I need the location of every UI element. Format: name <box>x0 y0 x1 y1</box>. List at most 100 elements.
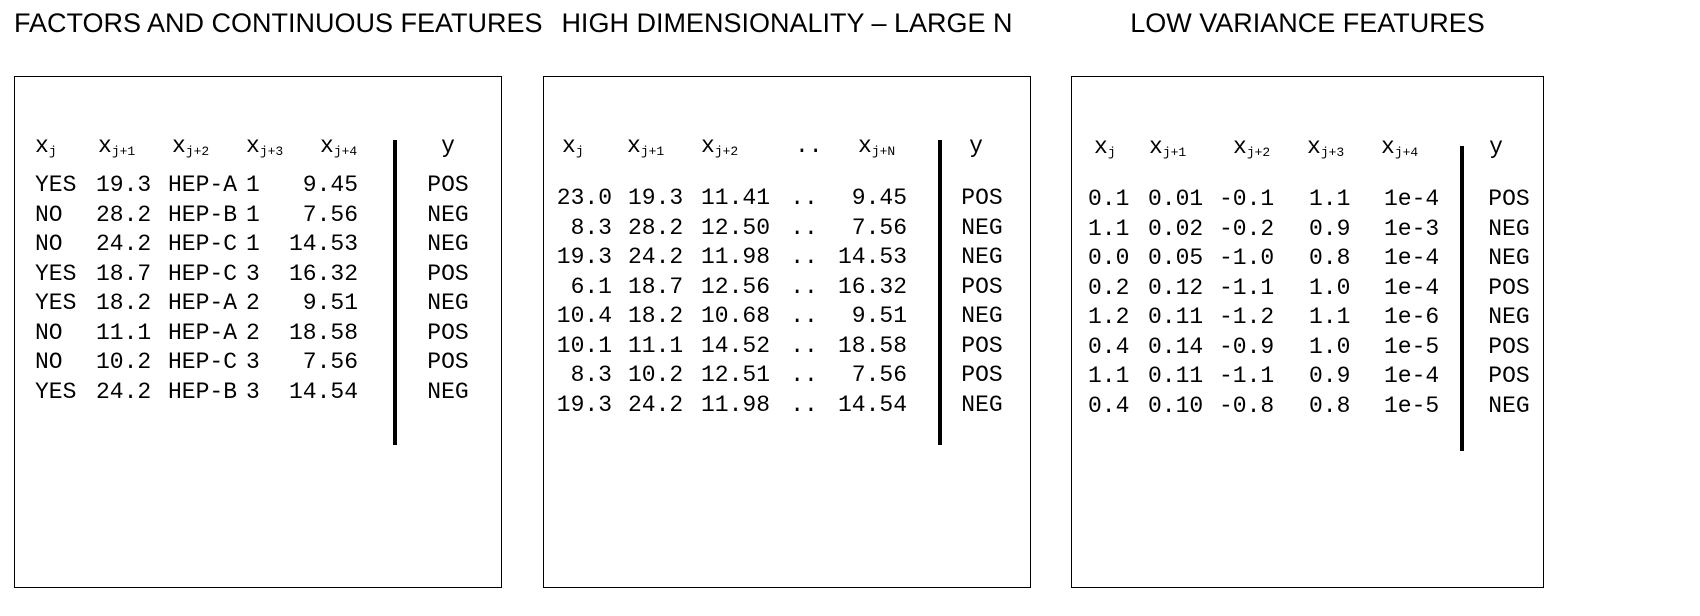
feature-value-cell: .. <box>790 391 818 418</box>
feature-value-cell: NO <box>35 231 63 257</box>
header-symbol: x <box>35 133 49 159</box>
feature-value-cell: 9.45 <box>302 172 358 198</box>
feature-value-cell: 1.0 <box>1309 333 1351 360</box>
feature-value-cell: .. <box>790 273 818 300</box>
feature-value-cell: 0.12 <box>1148 274 1204 301</box>
feature-value-cell: 0.10 <box>1148 392 1204 419</box>
feature-value-cell: 0.8 <box>1309 392 1351 419</box>
feature-value-cell: 18.2 <box>96 290 152 316</box>
feature-value-cell: -1.1 <box>1219 363 1275 389</box>
feature-value-cell: 1.1 <box>1088 363 1130 389</box>
feature-value-cell: 10.4 <box>556 303 612 329</box>
feature-value-cell: 0.0 <box>1088 245 1130 271</box>
feature-value-cell: 1.0 <box>1309 274 1351 301</box>
target-separator-line <box>1460 146 1464 451</box>
feature-value-cell: 0.11 <box>1148 363 1204 389</box>
feature-value-cell: -0.2 <box>1219 215 1275 242</box>
panel-title-factors: FACTORS AND CONTINUOUS FEATURES <box>14 8 543 38</box>
feature-value-cell: 1 <box>246 231 260 257</box>
feature-column-header: xj+1 <box>627 133 664 159</box>
target-value-cell: NEG <box>1488 245 1530 271</box>
feature-value-cell: 0.9 <box>1309 215 1351 242</box>
target-column-header: y <box>969 133 983 159</box>
target-separator-line <box>938 140 942 445</box>
target-value-cell: NEG <box>1488 304 1530 330</box>
feature-value-cell: 7.56 <box>851 362 907 388</box>
feature-value-cell: -1.1 <box>1219 274 1275 301</box>
header-symbol: x <box>1381 134 1395 160</box>
header-symbol: x <box>1149 134 1163 160</box>
feature-value-cell: 1e-4 <box>1384 363 1440 389</box>
header-subscript: j+2 <box>185 144 210 159</box>
feature-value-cell: 6.1 <box>570 273 612 300</box>
feature-value-cell: 28.2 <box>96 201 152 228</box>
feature-value-cell: 8.3 <box>570 214 612 241</box>
feature-value-cell: 3 <box>246 378 260 405</box>
feature-value-cell: 19.3 <box>628 185 684 211</box>
header-subscript: j+2 <box>1246 145 1271 160</box>
target-value-cell: POS <box>961 362 1003 388</box>
feature-value-cell: 11.1 <box>628 332 684 359</box>
feature-value-cell: HEP-C <box>168 231 238 257</box>
feature-value-cell: 19.3 <box>556 391 612 418</box>
feature-value-cell: 9.51 <box>851 303 907 329</box>
feature-value-cell: 24.2 <box>628 391 684 418</box>
header-symbol: x <box>1307 134 1321 160</box>
feature-value-cell: 7.56 <box>851 214 907 241</box>
feature-value-cell: 10.2 <box>96 349 152 375</box>
feature-value-cell: YES <box>35 290 77 316</box>
feature-column-header: xj+4 <box>1381 134 1418 160</box>
feature-column-header: xj+3 <box>246 133 283 159</box>
feature-value-cell: 18.2 <box>628 303 684 329</box>
target-value-cell: POS <box>961 273 1003 300</box>
feature-value-cell: 1e-5 <box>1384 392 1440 419</box>
feature-column-header: xj <box>1094 134 1116 160</box>
feature-value-cell: 1.1 <box>1088 215 1130 242</box>
header-subscript: j+4 <box>1394 145 1419 160</box>
feature-value-cell: HEP-B <box>168 378 238 405</box>
header-symbol: x <box>627 133 641 159</box>
feature-column-header: xj+2 <box>701 133 738 159</box>
feature-value-cell: 1.1 <box>1309 186 1351 212</box>
feature-value-cell: YES <box>35 260 77 287</box>
feature-column-header: xj+4 <box>320 133 357 159</box>
header-subscript: j+4 <box>333 144 358 159</box>
target-value-cell: POS <box>427 349 469 375</box>
ellipsis-column-header: .. <box>795 133 823 159</box>
feature-value-cell: 18.58 <box>837 332 907 359</box>
feature-value-cell: 14.53 <box>288 231 358 257</box>
feature-value-cell: 11.98 <box>701 391 771 418</box>
feature-value-cell: 0.14 <box>1148 333 1204 360</box>
header-subscript: j+1 <box>111 144 136 159</box>
feature-value-cell: .. <box>790 362 818 388</box>
feature-value-cell: 0.9 <box>1309 363 1351 389</box>
feature-value-cell: 1 <box>246 172 260 198</box>
feature-value-cell: 8.3 <box>570 362 612 388</box>
feature-column-header: xj+2 <box>172 133 209 159</box>
target-value-cell: POS <box>427 319 469 346</box>
panel-high-dimensionality <box>543 76 1031 588</box>
feature-value-cell: 7.56 <box>302 201 358 228</box>
feature-value-cell: 24.2 <box>96 378 152 405</box>
feature-value-cell: 0.1 <box>1088 186 1130 212</box>
feature-value-cell: 1e-6 <box>1384 304 1440 330</box>
target-value-cell: NEG <box>427 378 469 405</box>
panel-title-high-dimensionality: HIGH DIMENSIONALITY – LARGE N <box>561 8 1013 38</box>
feature-value-cell: 12.56 <box>701 273 771 300</box>
feature-value-cell: .. <box>790 185 818 211</box>
feature-value-cell: YES <box>35 172 77 198</box>
feature-value-cell: HEP-A <box>168 290 238 316</box>
panel-title-low-variance: LOW VARIANCE FEATURES <box>1130 8 1485 38</box>
feature-value-cell: 2 <box>246 319 260 346</box>
feature-value-cell: 12.50 <box>701 214 771 241</box>
header-subscript: j <box>48 144 57 159</box>
target-value-cell: POS <box>1488 274 1530 301</box>
panel-factors <box>14 76 502 588</box>
feature-value-cell: 9.51 <box>302 290 358 316</box>
feature-value-cell: 1e-4 <box>1384 186 1440 212</box>
target-column-header: y <box>1489 134 1503 160</box>
header-subscript: j+1 <box>1162 145 1187 160</box>
feature-value-cell: 9.45 <box>851 185 907 211</box>
header-symbol: x <box>701 133 715 159</box>
feature-value-cell: 18.7 <box>96 260 152 287</box>
